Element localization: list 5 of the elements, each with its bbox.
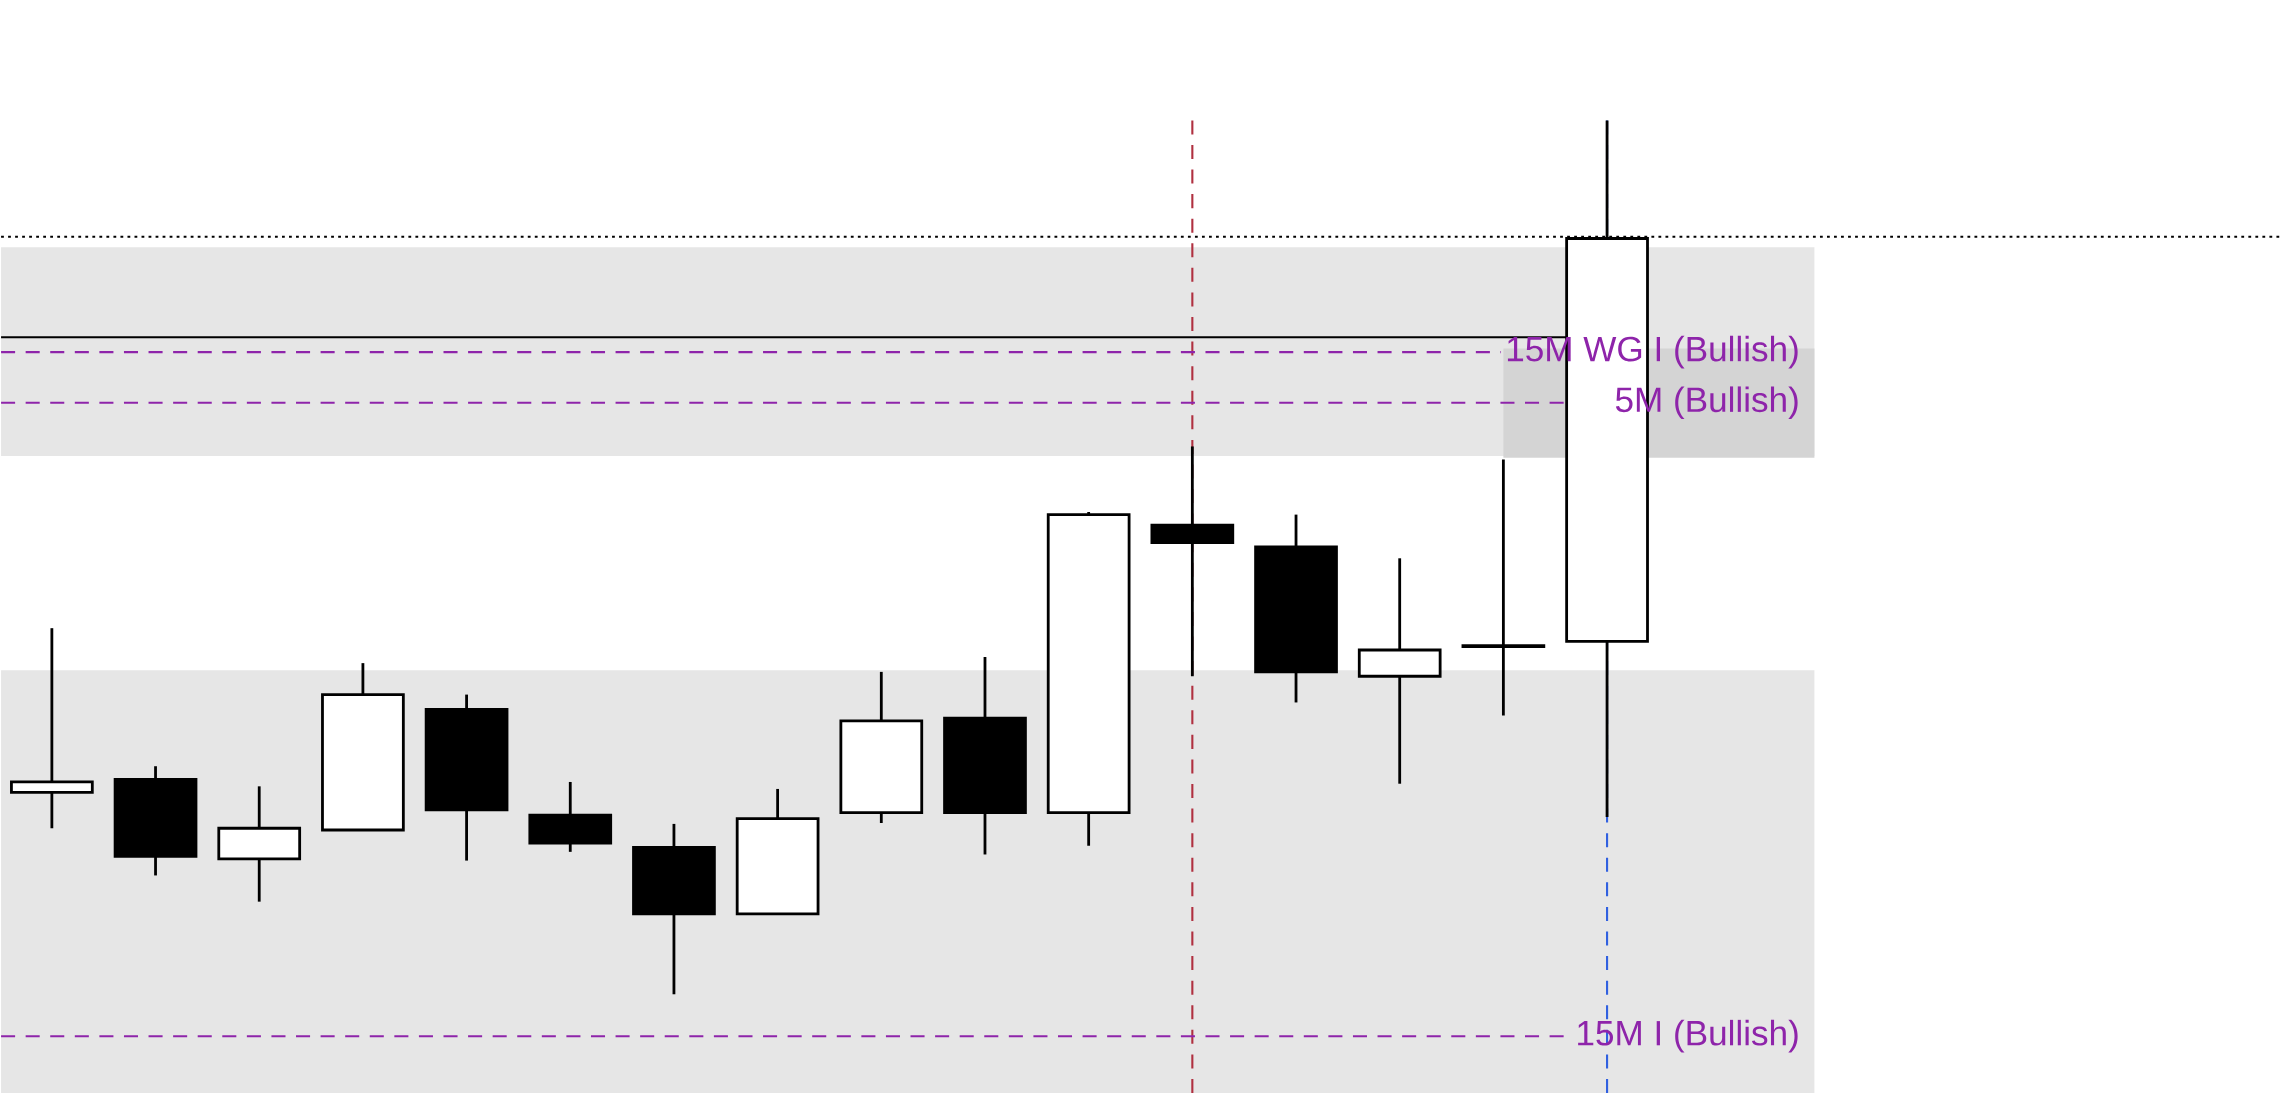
- candlestick: [1461, 458, 1546, 717]
- candlestick: [10, 626, 94, 830]
- candlestick: [1357, 556, 1442, 786]
- ref-line-label: 15M I (Bullish): [1578, 1019, 1798, 1053]
- candlestick: [1150, 445, 1235, 678]
